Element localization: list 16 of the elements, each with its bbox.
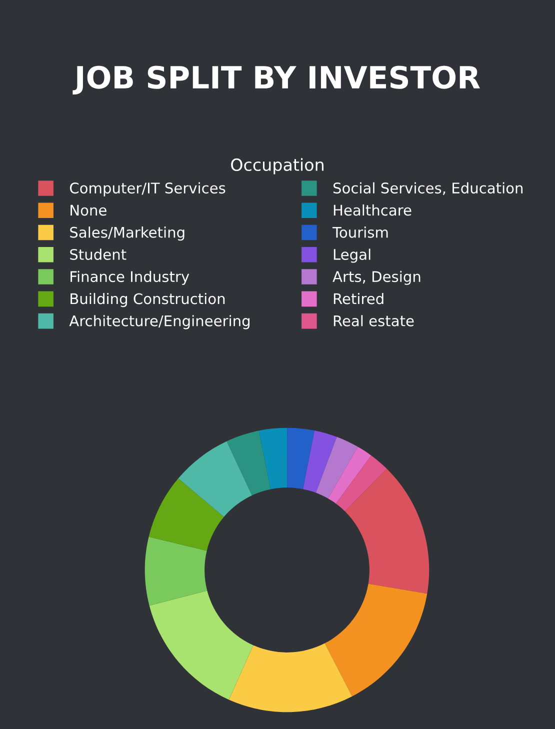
legend-label: Building Construction: [70, 292, 225, 308]
legend-label: Sales/Marketing: [70, 226, 184, 241]
legend-label: Architecture/Engineering: [69, 315, 250, 330]
chart-title: JOB SPLIT BY INVESTOR: [72, 66, 480, 95]
legend-label: None: [70, 204, 106, 216]
legend-label: Tourism: [332, 226, 388, 238]
legend-label: Legal: [334, 248, 370, 263]
legend-label: Social Services, Education: [333, 182, 523, 196]
legend-title: Occupation: [231, 158, 324, 174]
legend-label: Retired: [334, 292, 384, 304]
legend-label: Computer/IT Services: [70, 182, 226, 196]
legend-label: Student: [70, 248, 126, 260]
legend-label: Finance Industry: [70, 270, 190, 285]
legend-label: Real estate: [334, 315, 414, 326]
legend-label: Healthcare: [334, 204, 412, 216]
legend-label: Arts, Design: [332, 270, 420, 285]
